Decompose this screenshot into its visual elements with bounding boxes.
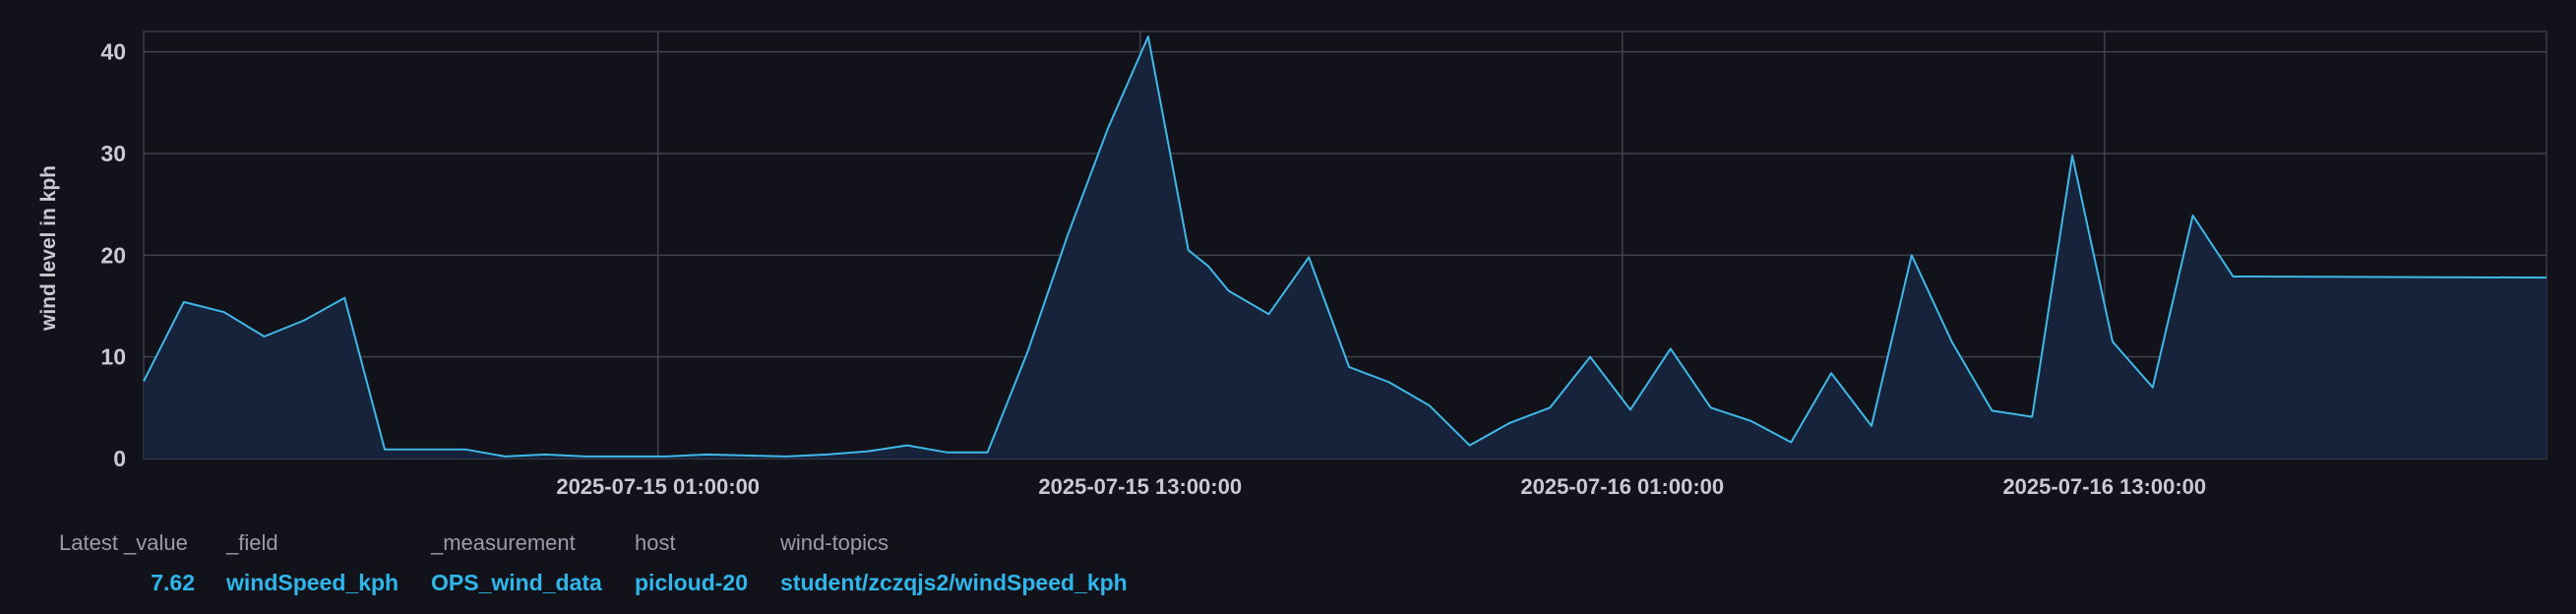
x-tick-label: 2025-07-15 13:00:00	[1038, 474, 1242, 499]
legend-host-value: picloud-20	[635, 570, 749, 595]
y-axis-label: wind level in kph	[37, 165, 60, 332]
legend-header-measurement: _measurement	[431, 530, 576, 555]
legend-header-host: host	[635, 530, 676, 555]
legend-field-value: windSpeed_kph	[226, 570, 399, 595]
y-tick-label: 30	[100, 141, 126, 166]
legend-measurement-value: OPS_wind_data	[431, 570, 602, 595]
legend-header-field: _field	[226, 530, 278, 555]
series-area-0	[144, 36, 2546, 459]
y-tick-label: 10	[100, 344, 126, 370]
x-tick-label: 2025-07-16 13:00:00	[2002, 474, 2206, 499]
legend-table: Latest _value _field _measurement host w…	[59, 523, 1135, 602]
legend-header-value: Latest _value	[59, 530, 188, 555]
legend-header-topic: wind-topics	[780, 530, 889, 555]
wind-speed-chart[interactable]: 0 10 20 30 40 2025-07-15 01:00:00 2025-07-15 …	[0, 0, 2576, 512]
y-tick-label: 40	[100, 39, 126, 65]
legend-topic-value: student/zczqjs2/windSpeed_kph	[780, 570, 1128, 595]
y-tick-label: 0	[113, 446, 126, 471]
x-tick-label: 2025-07-15 01:00:00	[556, 474, 760, 499]
series-line-0	[143, 35, 2547, 458]
legend-latest-value: 7.62	[151, 570, 195, 595]
y-tick-label: 20	[100, 242, 126, 268]
x-tick-label: 2025-07-16 01:00:00	[1520, 474, 1724, 499]
